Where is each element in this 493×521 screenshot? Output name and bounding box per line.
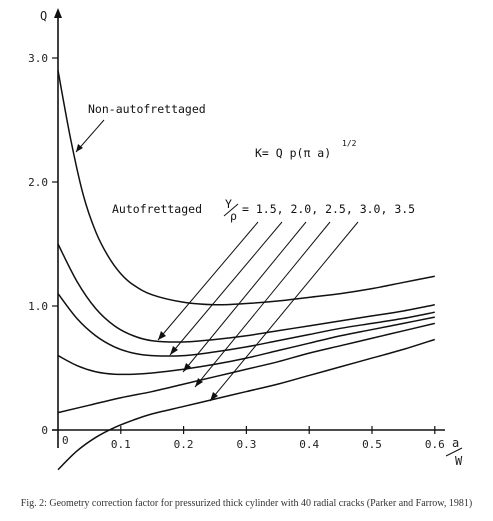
x-tick-label: 0.1 <box>111 438 131 451</box>
x-tick-label: 0.5 <box>362 438 382 451</box>
x-tick-label: 0.3 <box>236 438 256 451</box>
annotation-ratio-numerator: Y <box>225 197 232 211</box>
leader-arrowhead-3-5 <box>210 392 218 401</box>
annotation-formula-exponent: 1/2 <box>342 139 357 148</box>
x-axis-label-denominator: W <box>455 454 463 468</box>
origin-label: 0 <box>62 434 69 447</box>
leader-arrowhead-2-5 <box>183 363 191 372</box>
annotation-non-autofrettaged: Non-autofrettaged <box>88 102 206 116</box>
series-line-6 <box>57 338 436 471</box>
y-tick-label: 1.0 <box>28 300 48 313</box>
leader-arrow-2-0 <box>169 221 283 356</box>
leader-arrowhead-3-0 <box>195 378 203 387</box>
x-tick-label: 0.6 <box>425 438 445 451</box>
chart-svg: Q a W 0 0.1 0.2 0.3 0.4 0.5 0.6 0 1.0 2.0 3.0 Non… <box>28 8 463 471</box>
x-tick-label: 0.4 <box>299 438 319 451</box>
y-axis-arrow <box>54 8 62 18</box>
series-line-4 <box>57 316 435 376</box>
annotation-formula: K= Q p(π a) <box>255 146 331 160</box>
x-axis-label-fraction-bar <box>445 447 463 457</box>
annotation-ratio-denominator: ρ <box>230 209 237 223</box>
leader-non-autofrettaged-arrowhead <box>76 144 83 152</box>
figure-caption: Fig. 2: Geometry correction factor for p… <box>20 498 473 509</box>
annotation-ratio-values: = 1.5, 2.0, 2.5, 3.0, 3.5 <box>242 202 415 216</box>
leader-arrowhead-2-0 <box>170 346 178 355</box>
x-axis-label-numerator: a <box>452 436 459 450</box>
y-axis-label: Q <box>40 9 47 23</box>
x-tick-label: 0.2 <box>174 438 194 451</box>
leader-arrow-3-0 <box>194 221 331 388</box>
y-tick-label: 2.0 <box>28 176 48 189</box>
y-tick-label: 0 <box>41 424 48 437</box>
series-line-5 <box>57 322 435 414</box>
leader-arrowhead-1-5 <box>158 331 166 340</box>
ticks-group: 0.1 0.2 0.3 0.4 0.5 0.6 0 1.0 2.0 3.0 <box>28 52 445 451</box>
leader-arrow-2-5 <box>182 221 307 373</box>
annotation-autofrettaged: Autofrettaged <box>112 202 202 216</box>
x-axis-label: a W <box>445 436 463 468</box>
annotations: Non-autofrettaged K= Q p(π a) 1/2 Autofr… <box>75 102 415 402</box>
series-line-3 <box>57 293 435 357</box>
annotation-ratio-bar <box>223 203 239 217</box>
axes <box>52 8 445 448</box>
leader-arrow-3-5 <box>209 221 359 402</box>
series-line-1 <box>57 70 435 306</box>
leader-arrow-1-5 <box>157 221 259 341</box>
y-tick-label: 3.0 <box>28 52 48 65</box>
leader-arrows-group <box>157 221 359 402</box>
curves-group <box>57 70 436 471</box>
series-line-2 <box>57 243 435 343</box>
